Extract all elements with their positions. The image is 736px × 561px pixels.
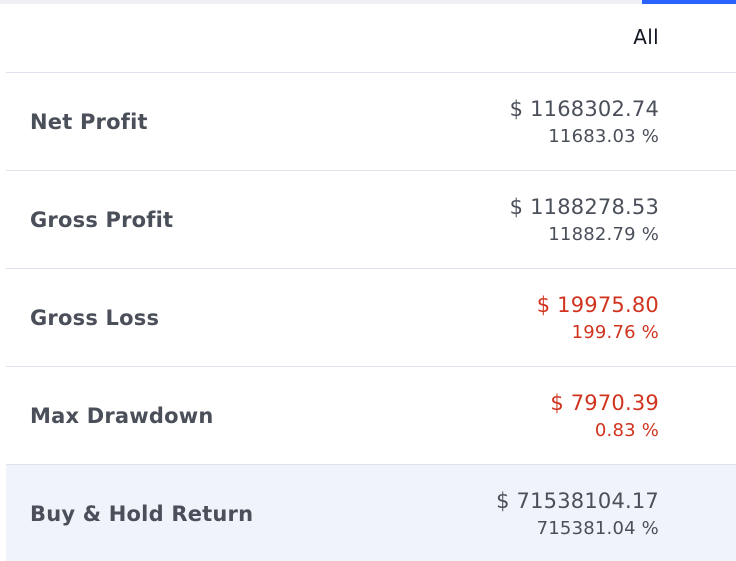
row-values: $ 7970.39 0.83 % [550, 390, 659, 443]
top-strip [0, 0, 736, 4]
table-row-buy-hold-return: Buy & Hold Return $ 71538104.17 715381.0… [6, 465, 736, 561]
table-row-max-drawdown: Max Drawdown $ 7970.39 0.83 % [6, 367, 736, 465]
table-row-gross-loss: Gross Loss $ 19975.80 199.76 % [6, 269, 736, 367]
row-label: Gross Profit [30, 208, 174, 232]
percent-value: 199.76 % [571, 322, 659, 343]
percent-value: 0.83 % [594, 420, 659, 441]
active-tab-indicator [642, 0, 736, 4]
table-row-gross-profit: Gross Profit $ 1188278.53 11882.79 % [6, 171, 736, 269]
table-header: All [6, 4, 736, 73]
amount-value: $ 71538104.17 [496, 489, 659, 513]
amount-value: $ 1168302.74 [509, 97, 659, 121]
row-values: $ 71538104.17 715381.04 % [496, 488, 659, 541]
performance-summary-table: All Net Profit $ 1168302.74 11683.03 % G… [6, 4, 736, 561]
row-values: $ 19975.80 199.76 % [537, 292, 659, 345]
table-row-net-profit: Net Profit $ 1168302.74 11683.03 % [6, 73, 736, 171]
row-values: $ 1168302.74 11683.03 % [510, 96, 659, 149]
amount-value: $ 7970.39 [550, 391, 659, 415]
row-label: Buy & Hold Return [30, 502, 254, 526]
row-label: Max Drawdown [30, 404, 214, 428]
row-values: $ 1188278.53 11882.79 % [510, 194, 659, 247]
amount-value: $ 1188278.53 [509, 195, 659, 219]
row-label: Net Profit [30, 110, 148, 134]
percent-value: 11683.03 % [548, 126, 659, 147]
column-header-all: All [633, 25, 659, 49]
amount-value: $ 19975.80 [536, 293, 659, 317]
percent-value: 11882.79 % [548, 224, 659, 245]
percent-value: 715381.04 % [536, 518, 659, 539]
row-label: Gross Loss [30, 306, 160, 330]
